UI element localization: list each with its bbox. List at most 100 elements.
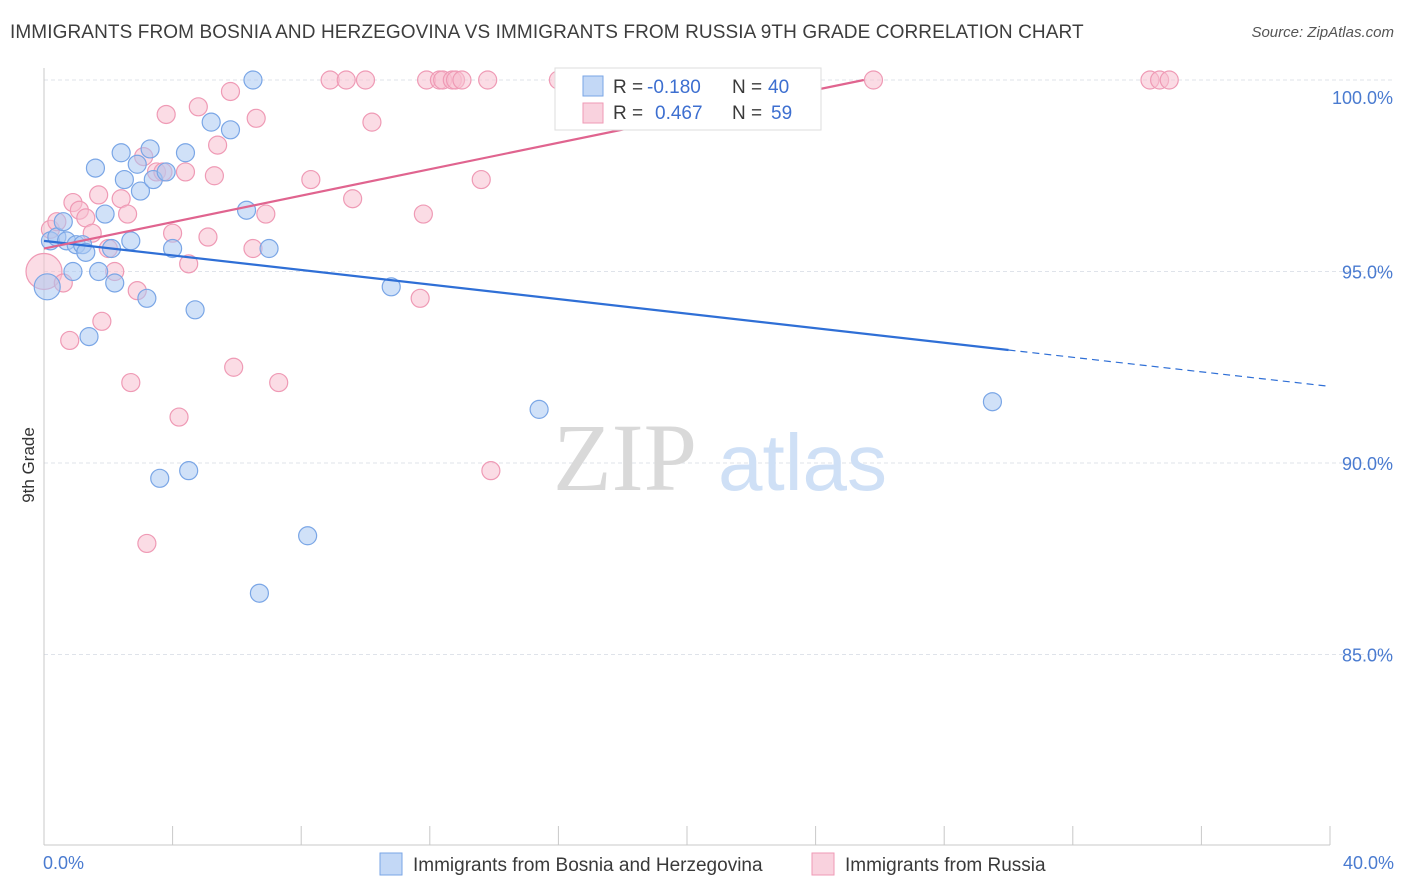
bosnia-point-39 [982,392,1003,412]
russia-point-55 [863,70,884,90]
chart-title: IMMIGRANTS FROM BOSNIA AND HERZEGOVINA V… [10,22,1084,43]
bosnia-point-19 [130,181,151,201]
legend-swatch-bosnia [582,75,604,97]
series-russia-points [25,70,1179,554]
bosnia-point-12 [95,204,115,224]
bosnia-point-14 [105,273,125,293]
trend-line-bosnia [43,239,1009,352]
bosnia-point-28 [185,300,205,320]
legend-r-label-russia: R = [613,103,643,124]
bosnia-point-20 [137,288,157,308]
bosnia-point-8 [76,242,96,262]
bosnia-point-18 [127,154,147,174]
russia-point-15 [121,372,141,393]
russia-point-41 [362,112,382,132]
bosnia-point-24 [156,162,176,182]
x-tick-min: 0.0% [43,853,84,873]
y-tick-label-90: 90.0% [1342,454,1393,474]
russia-point-9 [89,185,109,205]
russia-point-31 [224,357,244,377]
bosnia-point-32 [243,70,263,90]
bosnia-point-15 [111,143,131,163]
bosnia-point-21 [140,139,160,159]
bosnia-point-36 [381,277,401,297]
legend-n-label-bosnia: N = [732,77,762,98]
watermark-atlas: atlas [718,418,887,507]
russia-point-21 [156,104,176,125]
series-legend-label-russia: Immigrants from Russia [845,855,1046,876]
correlation-legend: R = -0.180 N = 40 R = 0.467 N = 59 [554,67,822,131]
russia-point-29 [208,135,228,155]
russia-point-28 [204,166,224,186]
series-legend-label-bosnia: Immigrants from Bosnia and Herzegovina [413,855,763,876]
russia-point-50 [471,169,491,190]
series-legend-swatch-russia [811,852,835,876]
russia-point-35 [269,372,289,393]
russia-point-36 [301,169,321,190]
russia-point-37 [320,70,340,90]
bosnia-point-30 [220,120,241,140]
bosnia-point-9 [79,327,99,347]
russia-point-49 [452,70,472,90]
bosnia-point-3 [53,212,73,232]
bosnia-point-0 [33,273,61,301]
series-legend-swatch-bosnia [379,852,403,876]
source-credit: Source: ZipAtlas.com [1251,24,1394,41]
watermark-zip: ZIP [553,404,697,511]
series-legend: Immigrants from Bosnia and Herzegovina I… [379,852,1046,876]
russia-point-25 [179,254,199,274]
russia-point-58 [1159,70,1179,90]
trend-line-bosnia-extension [1008,349,1331,387]
russia-point-43 [410,288,430,308]
legend-swatch-russia [582,102,604,124]
russia-point-26 [188,97,208,117]
legend-r-label-bosnia: R = [613,77,643,98]
russia-point-33 [246,108,266,128]
bosnia-point-33 [249,583,270,603]
bosnia-point-37 [529,399,549,419]
legend-n-value-russia: 59 [771,103,792,124]
legend-r-value-bosnia: -0.180 [647,77,701,98]
bosnia-point-5 [63,261,83,282]
bosnia-point-25 [163,238,183,259]
y-axis-title: 9th Grade [19,427,38,503]
bosnia-point-26 [175,143,196,163]
watermark: ZIP atlas [553,404,887,511]
axes: 85.0% 90.0% 95.0% 100.0% [43,68,1393,846]
bosnia-point-35 [298,526,318,546]
russia-point-23 [169,407,189,427]
gridlines [44,79,1394,655]
russia-point-52 [481,461,501,481]
russia-point-4 [60,330,80,351]
russia-point-14 [117,204,138,224]
russia-point-24 [175,162,196,182]
legend-n-value-bosnia: 40 [768,77,789,98]
russia-point-38 [336,70,356,90]
russia-point-40 [355,70,376,90]
russia-point-34 [256,204,276,224]
russia-point-39 [343,189,363,209]
x-tick-max: 40.0% [1343,853,1394,873]
russia-point-18 [137,533,157,554]
bosnia-point-29 [201,112,221,132]
russia-point-30 [220,81,241,102]
bosnia-point-16 [114,169,134,190]
bosnia-point-34 [259,238,279,259]
y-tick-label-95: 95.0% [1342,263,1393,283]
bosnia-point-23 [150,468,170,488]
russia-point-10 [92,311,112,331]
legend-n-label-russia: N = [732,103,762,124]
russia-point-27 [198,227,218,247]
bosnia-point-11 [89,261,109,282]
bosnia-point-10 [85,158,106,178]
bosnia-point-31 [236,200,257,220]
legend-r-value-russia: 0.467 [655,103,703,124]
y-tick-label-85: 85.0% [1342,646,1393,666]
bosnia-point-17 [121,231,141,251]
bosnia-point-27 [179,461,199,481]
y-tick-label-100: 100.0% [1332,88,1393,108]
russia-point-51 [478,70,498,90]
russia-point-32 [243,238,263,259]
russia-point-42 [413,204,433,224]
